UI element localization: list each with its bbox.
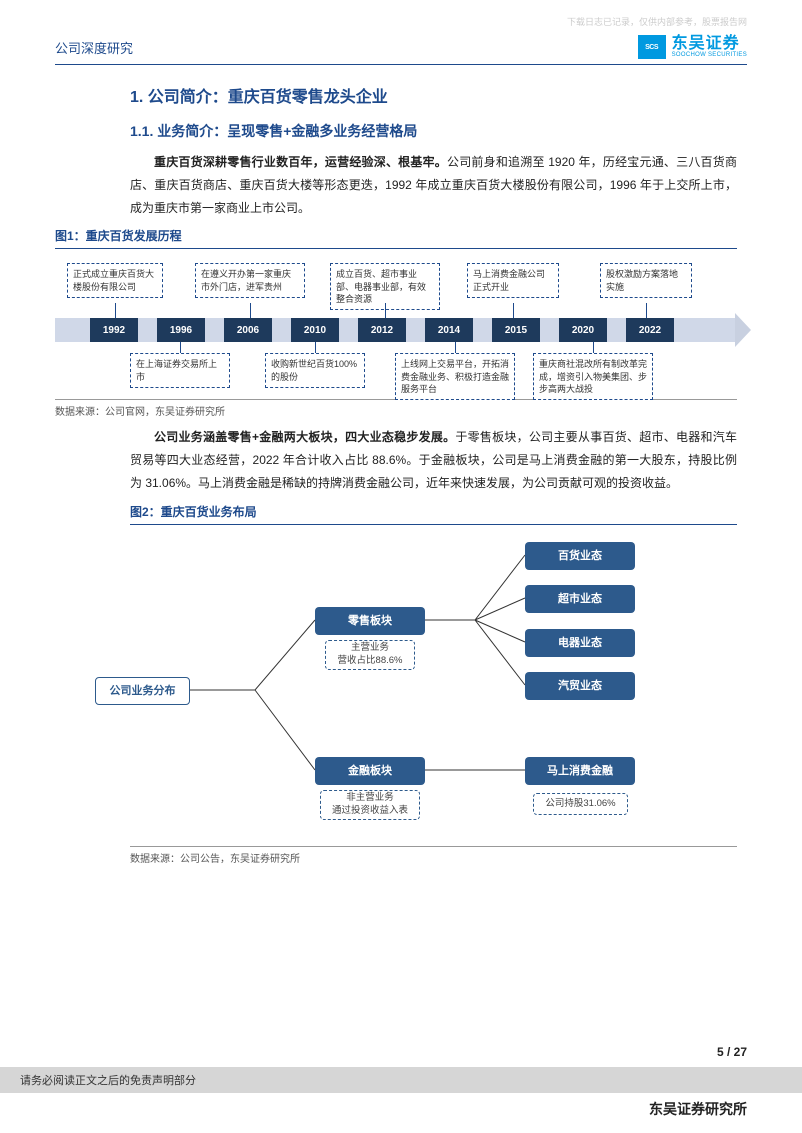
- timeline-event-bottom: 重庆商社混改所有制改革完成，增资引入物美集团、步步高两大战投: [533, 353, 653, 399]
- tree-leaf-2: 电器业态: [525, 629, 635, 657]
- section-h1: 1. 公司简介：重庆百货零售龙头企业: [130, 83, 737, 107]
- timeline-event-top: 正式成立重庆百货大楼股份有限公司: [67, 263, 163, 297]
- logo: SCS 东吴证券 SOOCHOW SECURITIES: [638, 35, 747, 59]
- timeline-event-bottom: 在上海证券交易所上市: [130, 353, 230, 387]
- timeline: 1992 1996 2006 2010 2012 2014 2015 2020 2022 正式成…: [55, 261, 737, 391]
- logo-icon: SCS: [638, 35, 666, 59]
- footer: 5 / 27 请务必阅读正文之后的免责声明部分 东吴证券研究所: [0, 1045, 802, 1133]
- timeline-event-top: 股权激励方案落地实施: [600, 263, 692, 297]
- timeline-event-bottom: 收购新世纪百货100%的股份: [265, 353, 365, 387]
- logo-en: SOOCHOW SECURITIES: [672, 52, 747, 58]
- timeline-event-bottom: 上线网上交易平台，开拓消费金融业务、积极打造金融服务平台: [395, 353, 515, 399]
- fig2-label: 图2：重庆百货业务布局: [130, 503, 737, 525]
- tree-leaf-1: 超市业态: [525, 585, 635, 613]
- para-1: 重庆百货深耕零售行业数百年，运营经验深、根基牢。公司前身和追溯至 1920 年，…: [130, 151, 737, 219]
- tree-leaf-0: 百货业态: [525, 542, 635, 570]
- header-rule: [55, 64, 747, 65]
- timeline-year: 2006: [224, 318, 272, 342]
- tree-diagram: 公司业务分布 零售板块 主营业务营收占比88.6% 金融板块 非主营业务通过投资…: [55, 535, 737, 840]
- disclaimer-bar: 请务必阅读正文之后的免责声明部分: [0, 1067, 802, 1093]
- tree-retail: 零售板块: [315, 607, 425, 635]
- tree-finance: 金融板块: [315, 757, 425, 785]
- timeline-year: 2020: [559, 318, 607, 342]
- footer-right: 东吴证券研究所: [0, 1093, 802, 1133]
- tree-retail-sub: 主营业务营收占比88.6%: [325, 640, 415, 670]
- timeline-year: 2010: [291, 318, 339, 342]
- timeline-year: 2022: [626, 318, 674, 342]
- tree-finance-sub: 非主营业务通过投资收益入表: [320, 790, 420, 820]
- header-left: 公司深度研究: [55, 38, 133, 57]
- section-h2: 1.1. 业务简介：呈现零售+金融多业务经营格局: [130, 121, 737, 141]
- timeline-year: 1992: [90, 318, 138, 342]
- header: 公司深度研究 SCS 东吴证券 SOOCHOW SECURITIES: [55, 35, 747, 59]
- fig1-label: 图1：重庆百货发展历程: [55, 227, 737, 249]
- fig2-source: 数据来源：公司公告，东吴证券研究所: [130, 846, 737, 865]
- timeline-year: 1996: [157, 318, 205, 342]
- tree-leaf-3: 汽贸业态: [525, 672, 635, 700]
- tree-root: 公司业务分布: [95, 677, 190, 705]
- logo-cn: 东吴证券: [672, 36, 747, 52]
- fig1-source: 数据来源：公司官网，东吴证券研究所: [55, 399, 737, 418]
- timeline-year: 2012: [358, 318, 406, 342]
- tree-leaf-4-sub: 公司持股31.06%: [533, 793, 628, 815]
- timeline-event-top: 马上消费金融公司正式开业: [467, 263, 559, 297]
- page-number: 5 / 27: [0, 1045, 802, 1067]
- timeline-event-top: 在遵义开办第一家重庆市外门店，进军贵州: [195, 263, 305, 297]
- tree-leaf-4: 马上消费金融: [525, 757, 635, 785]
- timeline-year: 2015: [492, 318, 540, 342]
- para-2: 公司业务涵盖零售+金融两大板块，四大业态稳步发展。于零售板块，公司主要从事百货、…: [130, 426, 737, 494]
- timeline-year: 2014: [425, 318, 473, 342]
- watermark: 下载日志已记录，仅供内部参考，股票报告网: [567, 15, 747, 28]
